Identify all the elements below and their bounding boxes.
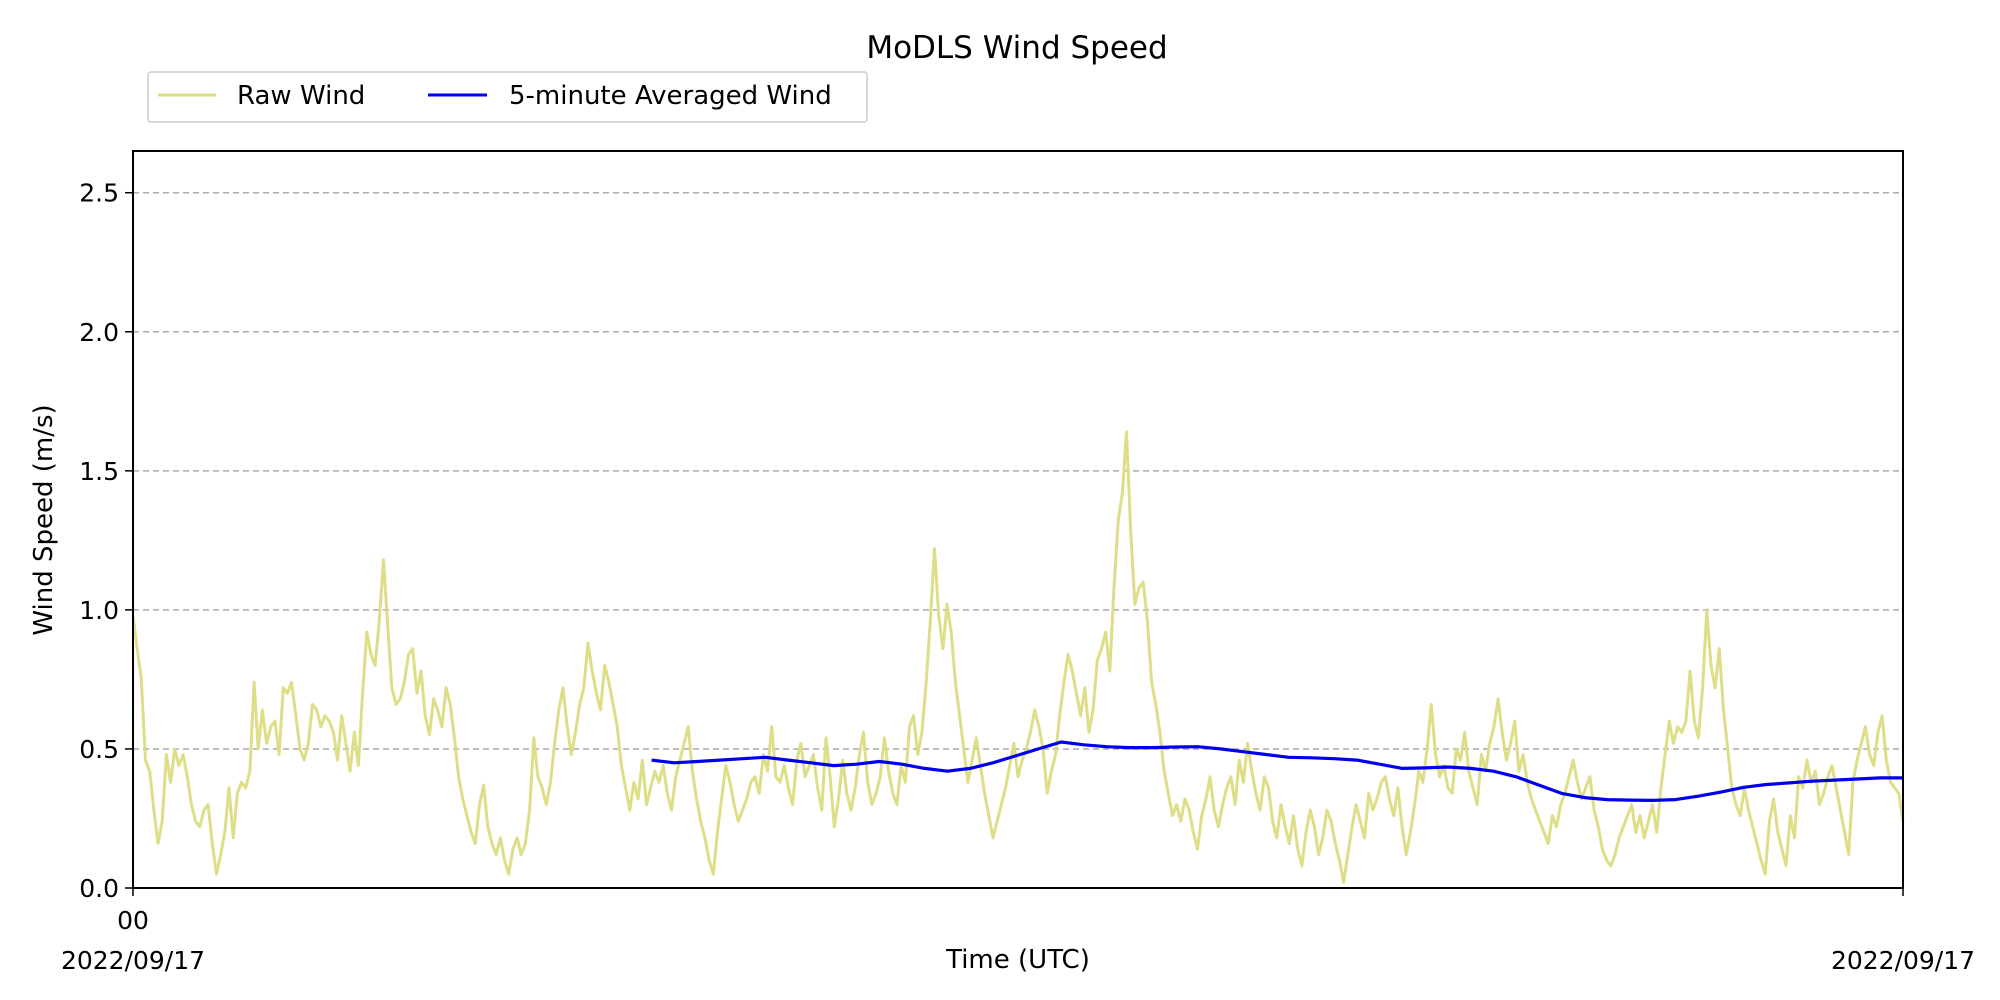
series-line-raw-wind	[131, 430, 1905, 884]
chart-title: MoDLS Wind Speed	[866, 30, 1167, 66]
y-axis-label: Wind Speed (m/s)	[29, 404, 59, 635]
y-gridlines	[133, 191, 1903, 750]
y-tick-label: 2.0	[79, 318, 119, 347]
legend: Raw Wind 5-minute Averaged Wind	[147, 71, 868, 123]
y-tick-label: 2.5	[79, 179, 119, 208]
series-line-averaged-wind	[651, 740, 1903, 803]
x-tick-label-start-hour: 00	[117, 906, 149, 935]
legend-label-raw-wind: Raw Wind	[237, 81, 365, 111]
y-axis-ticks: 0.0 0.5 1.0 1.5 2.0 2.5	[79, 179, 133, 903]
x-axis-label: Time (UTC)	[945, 945, 1090, 975]
y-tick-label: 0.0	[79, 874, 119, 903]
legend-box	[147, 71, 868, 123]
legend-label-averaged-wind: 5-minute Averaged Wind	[509, 81, 832, 111]
y-tick-label: 0.5	[79, 735, 119, 764]
y-tick-label: 1.0	[79, 596, 119, 625]
plot-frame	[132, 150, 1904, 889]
x-tick-label-start-date: 2022/09/17	[61, 946, 205, 975]
x-tick-label-end-date: 2022/09/17	[1831, 946, 1975, 975]
y-tick-label: 1.5	[79, 457, 119, 486]
